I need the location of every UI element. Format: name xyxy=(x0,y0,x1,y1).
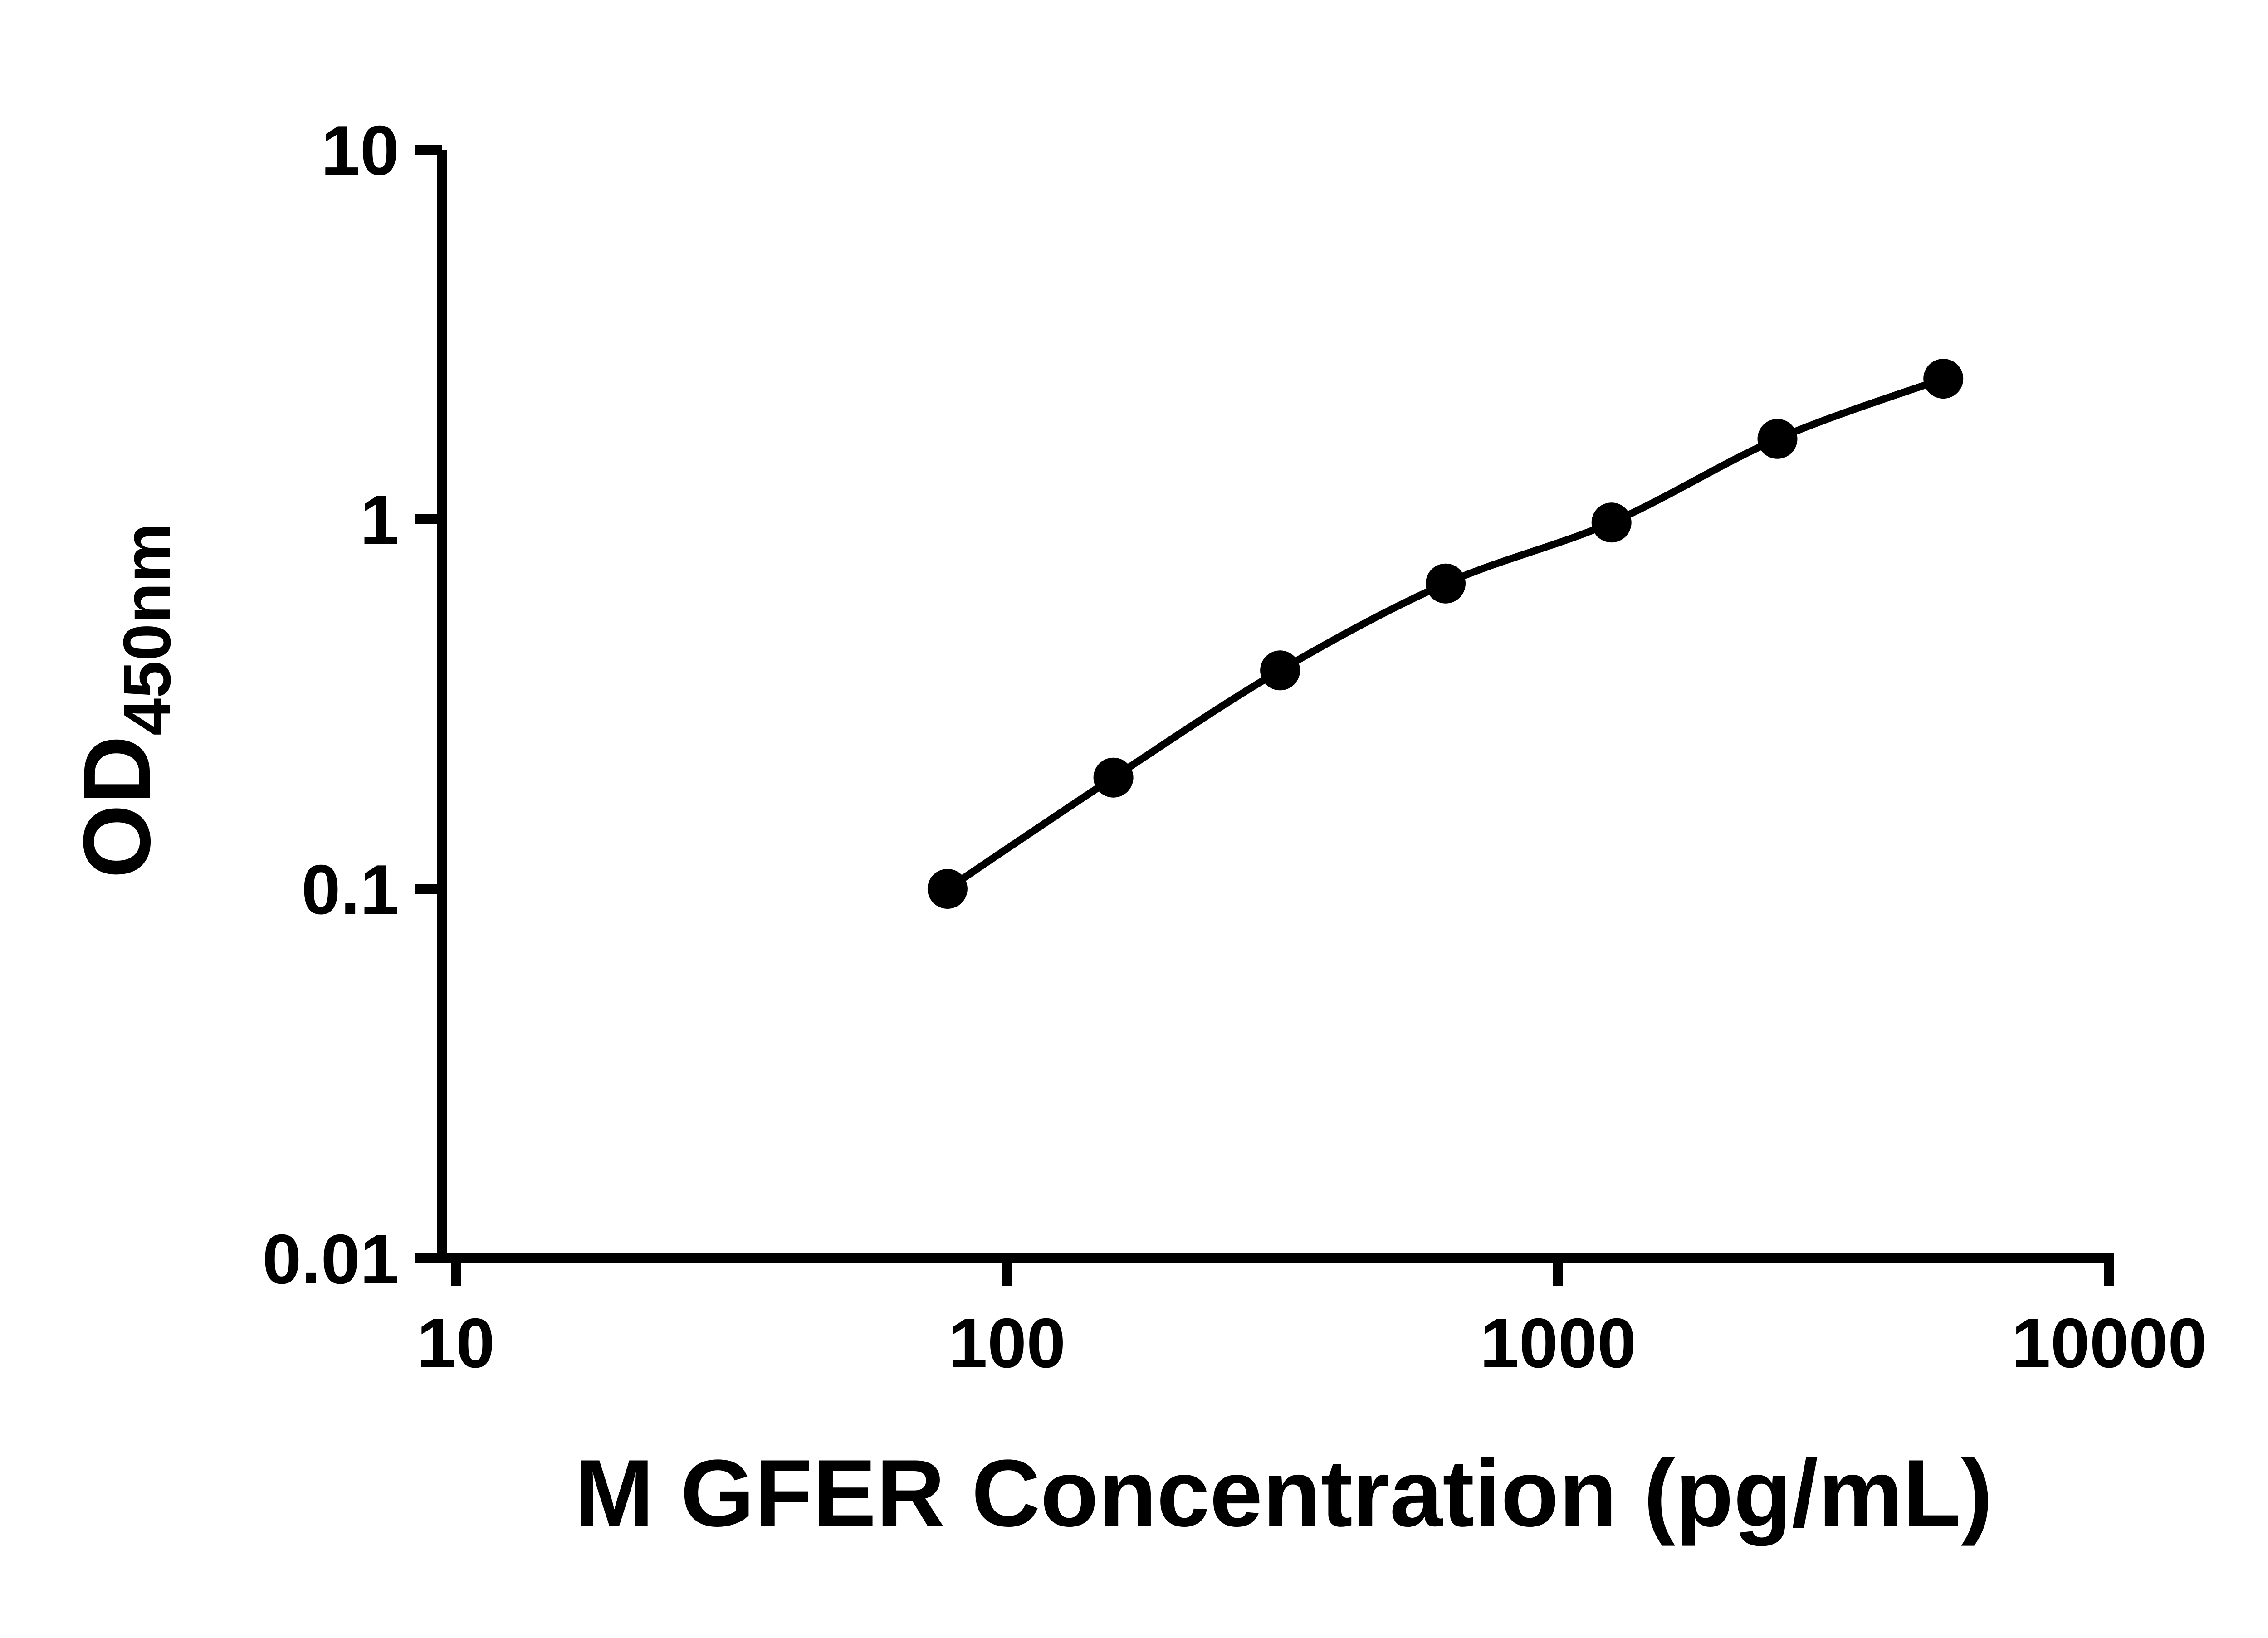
x-tick-label: 10000 xyxy=(2011,1304,2207,1382)
x-axis-title: M GFER Concentration (pg/mL) xyxy=(575,1440,1993,1546)
y-tick-label: 0.1 xyxy=(302,850,399,929)
data-point xyxy=(1426,563,1466,604)
y-tick-label: 10 xyxy=(321,111,399,190)
data-point xyxy=(1923,359,1964,399)
x-tick-label: 1000 xyxy=(1480,1304,1637,1382)
y-axis-title-subscript: 450nm xyxy=(110,523,185,736)
x-tick-label: 100 xyxy=(948,1304,1066,1382)
y-axis-title-main: OD xyxy=(64,736,170,878)
data-point xyxy=(1757,419,1798,459)
y-tick-label: 0.01 xyxy=(262,1220,399,1298)
data-point xyxy=(1591,502,1632,543)
data-point xyxy=(1260,650,1300,691)
fit-curve xyxy=(945,375,1945,892)
x-tick-label: 10 xyxy=(417,1304,495,1382)
y-axis-title: OD450nm xyxy=(64,523,185,878)
y-tick-label: 1 xyxy=(360,481,399,559)
axis-spine xyxy=(437,150,2114,1263)
data-point xyxy=(927,869,968,909)
data-point xyxy=(1093,757,1134,798)
